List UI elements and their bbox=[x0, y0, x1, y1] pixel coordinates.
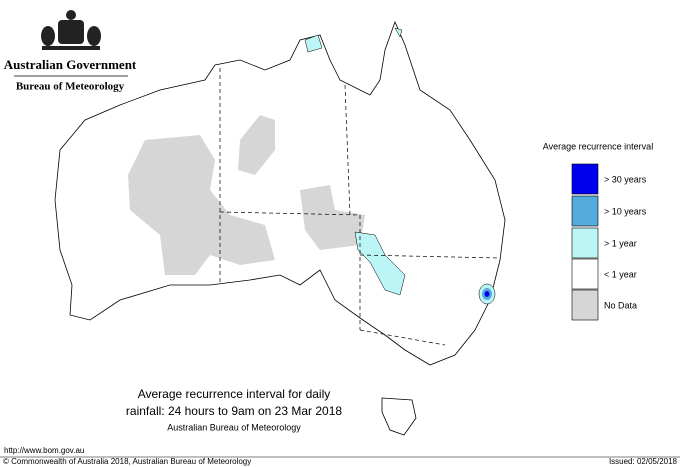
footer-copyright: © Commonwealth of Australia 2018, Austra… bbox=[3, 457, 251, 466]
header-subtitle: Bureau of Meteorology bbox=[16, 81, 125, 93]
legend-label: > 1 year bbox=[604, 238, 637, 248]
legend: > 30 years > 10 years > 1 year < 1 year No D… bbox=[571, 163, 647, 321]
above-1-year-area bbox=[304, 34, 323, 53]
legend-swatch bbox=[571, 289, 599, 321]
legend-label: No Data bbox=[604, 300, 637, 310]
no-data-areas bbox=[128, 115, 365, 275]
footer-issued: Issued: 02/05/2018 bbox=[609, 457, 678, 466]
above-30-years-area bbox=[484, 291, 490, 297]
header-title: Australian Government bbox=[4, 57, 137, 72]
legend-swatch bbox=[571, 163, 599, 195]
map bbox=[54, 20, 506, 436]
legend-label: > 30 years bbox=[604, 174, 647, 184]
legend-title: Average recurrence interval bbox=[543, 141, 653, 151]
state-borders bbox=[219, 68, 501, 346]
caption-line: Australian Bureau of Meteorology bbox=[167, 422, 301, 432]
above-1-year-area bbox=[354, 231, 406, 296]
footer-url: http://www.bom.gov.au bbox=[4, 446, 84, 455]
legend-label: < 1 year bbox=[604, 269, 637, 279]
legend-swatch bbox=[571, 258, 599, 290]
crest bbox=[41, 10, 101, 50]
legend-swatch bbox=[571, 195, 599, 227]
caption-line: Average recurrence interval for daily bbox=[138, 387, 331, 401]
tasmania bbox=[381, 397, 417, 436]
above-1-year-area bbox=[394, 27, 403, 38]
caption-line: rainfall: 24 hours to 9am on 23 Mar 2018 bbox=[126, 404, 342, 418]
legend-label: > 10 years bbox=[604, 206, 647, 216]
legend-swatch bbox=[571, 227, 599, 259]
